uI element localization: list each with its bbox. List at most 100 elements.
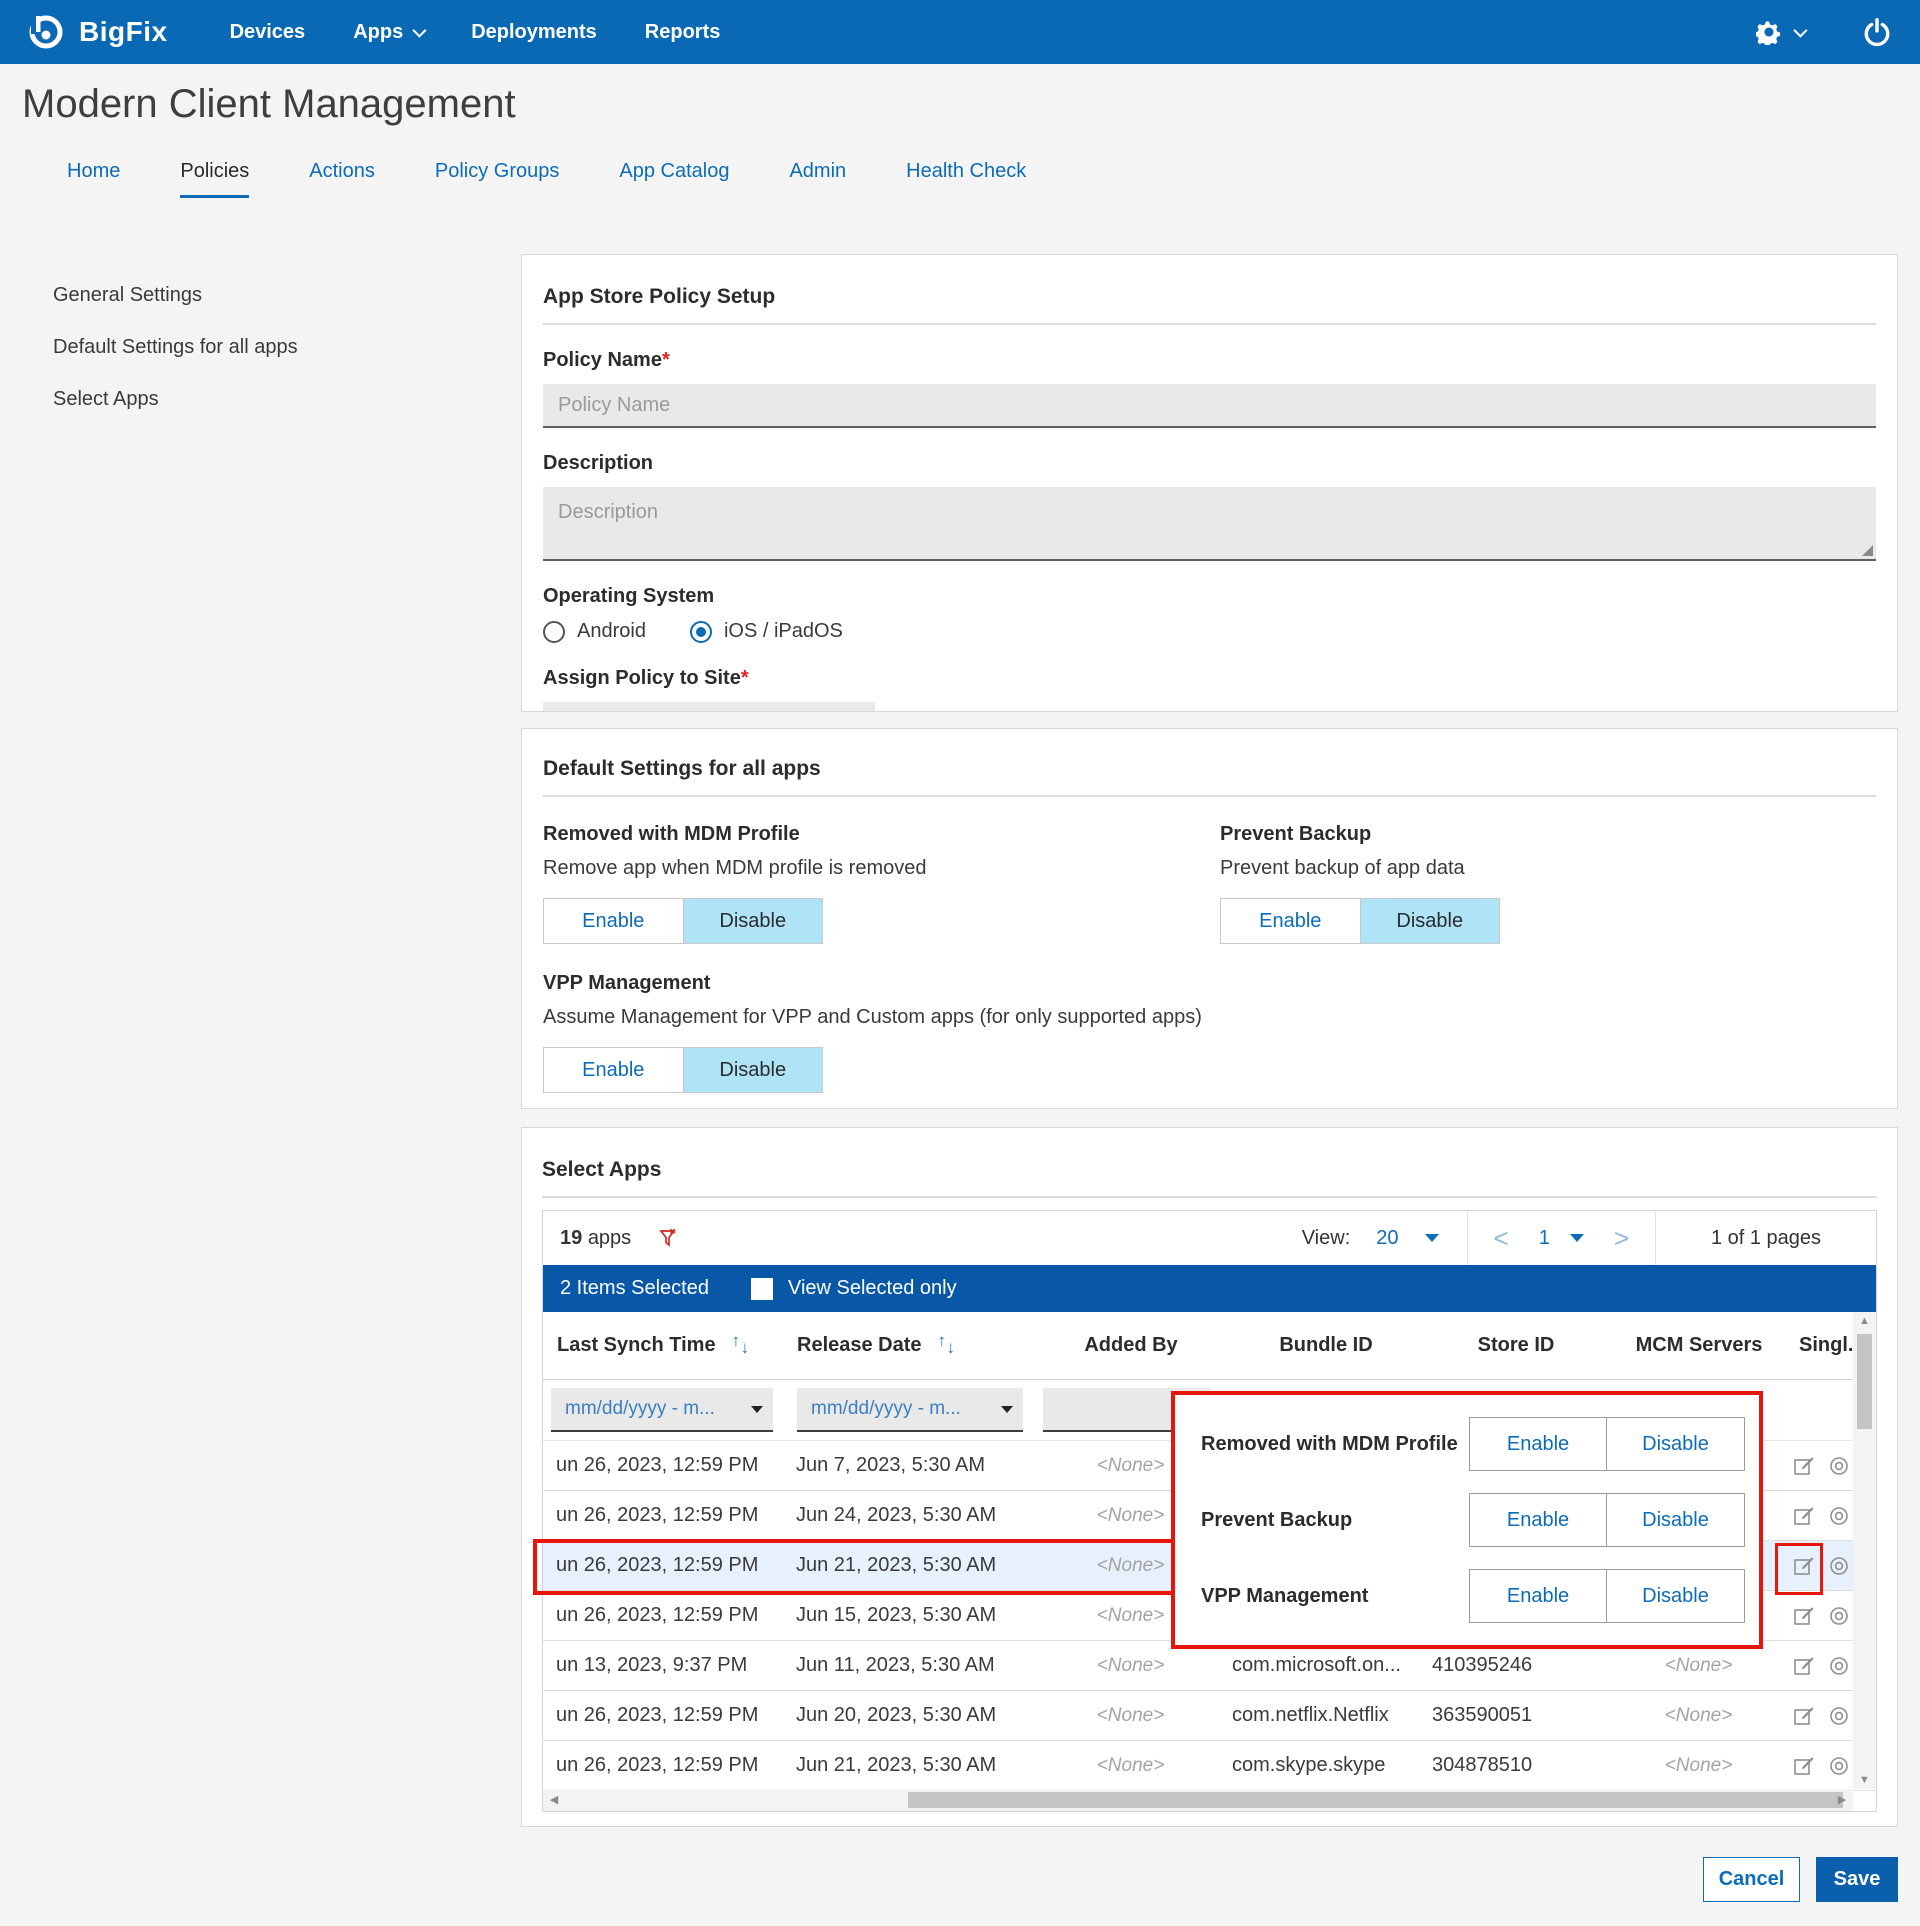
page-number-select[interactable]: 1 [1535,1227,1588,1250]
column-header-mcm-servers[interactable]: MCM Servers [1635,1334,1763,1356]
bigfix-logo[interactable]: BigFix [26,12,168,52]
sort-icon[interactable]: ↑ ↓ [937,1333,956,1357]
enable-button[interactable]: Enable [1470,1494,1607,1546]
chevron-down-icon [751,1405,763,1413]
operating-system-label: Operating System [543,585,715,607]
synch-date-filter[interactable]: mm/dd/yyyy - m... [551,1388,773,1432]
chevron-down-icon [1424,1234,1439,1242]
table-row[interactable]: un 13, 2023, 9:37 PM Jun 11, 2023, 5:30 … [543,1641,1876,1691]
nav-item-deployments[interactable]: Deployments [471,20,597,43]
nav-item-apps[interactable]: Apps [353,21,427,44]
edit-icon[interactable] [1793,1505,1815,1527]
enable-button[interactable]: Enable [544,899,684,943]
scrollbar-thumb[interactable] [908,1792,1843,1808]
tab-admin[interactable]: Admin [789,160,847,182]
view-icon[interactable] [1828,1755,1850,1777]
view-icon[interactable] [1828,1655,1850,1677]
divider [543,795,1876,797]
cancel-button[interactable]: Cancel [1703,1857,1800,1902]
disable-button[interactable]: Disable [683,899,822,943]
column-header-single[interactable]: Singl... [1799,1334,1852,1356]
view-selected-only-checkbox[interactable] [750,1277,773,1300]
tab-policy-groups[interactable]: Policy Groups [434,160,560,182]
save-button[interactable]: Save [1816,1857,1898,1902]
edit-icon[interactable] [1793,1705,1815,1727]
disable-button[interactable]: Disable [1360,899,1499,943]
apps-table: 19 apps View: 20 [533,1210,1877,1812]
tab-actions[interactable]: Actions [309,160,375,182]
page-title: Modern Client Management [22,82,516,126]
scroll-up-icon[interactable]: ▲ [1859,1315,1870,1327]
disable-button[interactable]: Disable [1607,1418,1744,1470]
release-date-filter[interactable]: mm/dd/yyyy - m... [797,1388,1023,1432]
logout-power-button[interactable] [1862,17,1892,47]
radio-android[interactable]: Android [543,620,646,643]
scroll-down-icon[interactable]: ▼ [1859,1774,1870,1786]
prev-page-button[interactable]: < [1493,1222,1509,1253]
setting-prevent-backup: Prevent Backup Prevent backup of app dat… [1220,823,1876,944]
assign-policy-label: Assign Policy to Site* [543,667,749,689]
table-row[interactable]: un 26, 2023, 12:59 PM Jun 21, 2023, 5:30… [543,1741,1876,1791]
nav-item-reports[interactable]: Reports [644,20,721,43]
footer-actions: Cancel Save [521,1857,1898,1902]
tab-health-check[interactable]: Health Check [906,160,1027,182]
nav-item-devices[interactable]: Devices [229,20,306,43]
edit-icon[interactable] [1793,1455,1815,1477]
setting-removed-with-mdm: Removed with MDM Profile Remove app when… [543,823,1220,944]
vertical-scrollbar[interactable]: ▲ ▼ [1853,1312,1876,1789]
view-icon[interactable] [1828,1705,1850,1727]
disable-button[interactable]: Disable [1607,1494,1744,1546]
disable-button[interactable]: Disable [683,1048,822,1092]
policy-name-input[interactable] [543,384,1876,428]
view-icon[interactable] [1828,1555,1850,1577]
view-icon[interactable] [1828,1455,1850,1477]
selection-bar: 2 Items Selected View Selected only [543,1265,1876,1312]
next-page-button[interactable]: > [1613,1222,1629,1253]
enable-button[interactable]: Enable [1470,1418,1607,1470]
nav-right-icons [1756,17,1892,47]
radio-ios-ipados[interactable]: iOS / iPadOS [689,620,843,643]
page-size-select[interactable]: View: 20 [1302,1227,1467,1250]
highlight-box-edit-icon [1775,1543,1823,1595]
filter-funnel-icon [659,1228,676,1247]
scroll-left-icon[interactable]: ◀ [549,1794,559,1806]
edit-icon[interactable] [1793,1555,1815,1577]
scroll-right-icon[interactable]: ▶ [1837,1794,1847,1806]
required-asterisk: * [740,667,749,689]
resize-handle-icon[interactable] [1862,545,1873,556]
page-count-text: 1 of 1 pages [1710,1226,1822,1249]
tab-home[interactable]: Home [67,160,121,182]
sidebar-item-default-settings[interactable]: Default Settings for all apps [53,336,298,358]
column-header-added-by[interactable]: Added By [1084,1334,1178,1356]
view-icon[interactable] [1828,1605,1850,1627]
gear-icon [1756,19,1782,45]
settings-menu[interactable] [1756,19,1808,45]
clear-filter-button[interactable] [657,1226,681,1250]
sort-icon[interactable]: ↑ ↓ [731,1333,750,1357]
sidebar-item-general-settings[interactable]: General Settings [53,284,202,306]
disable-button[interactable]: Disable [1607,1570,1744,1622]
sidebar-item-select-apps[interactable]: Select Apps [53,388,159,410]
edit-icon[interactable] [1793,1755,1815,1777]
prevent-backup-toggle: Enable Disable [1220,898,1500,944]
assign-policy-select[interactable]: Assign Policy to Site [543,702,875,711]
enable-button[interactable]: Enable [1470,1570,1607,1622]
select-apps-panel: Select Apps 19 apps [521,1127,1898,1827]
tab-policies[interactable]: Policies [180,160,250,198]
horizontal-scrollbar[interactable]: ◀ ▶ [543,1789,1853,1811]
column-header-release-date[interactable]: Release Date ↑ ↓ [783,1334,1029,1358]
scrollbar-thumb[interactable] [1857,1334,1872,1429]
enable-button[interactable]: Enable [544,1048,684,1092]
column-header-store-id[interactable]: Store ID [1477,1334,1555,1356]
description-input[interactable] [543,487,1876,561]
tab-app-catalog[interactable]: App Catalog [619,160,730,182]
edit-icon[interactable] [1793,1655,1815,1677]
column-header-last-synch-time[interactable]: Last Synch Time ↑ ↓ [543,1334,783,1358]
edit-icon[interactable] [1793,1605,1815,1627]
os-radio-group: Android iOS / iPadOS [543,620,1876,643]
table-row[interactable]: un 26, 2023, 12:59 PM Jun 20, 2023, 5:30… [543,1691,1876,1741]
column-header-bundle-id[interactable]: Bundle ID [1279,1334,1373,1356]
view-icon[interactable] [1828,1505,1850,1527]
enable-button[interactable]: Enable [1221,899,1361,943]
vpp-management-toggle: Enable Disable [543,1047,823,1093]
